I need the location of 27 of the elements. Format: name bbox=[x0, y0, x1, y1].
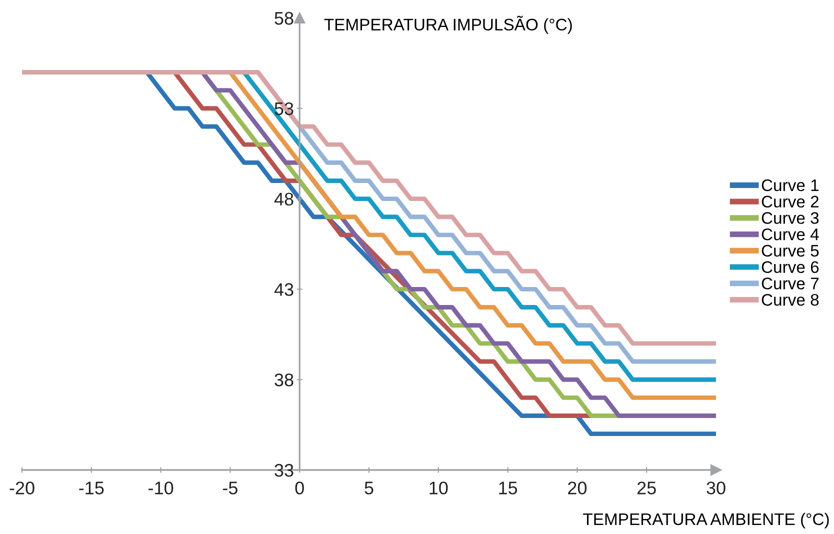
legend-label: Curve 8 bbox=[762, 294, 819, 306]
y-tick-label: 38 bbox=[274, 374, 294, 386]
x-tick-label: -15 bbox=[79, 482, 104, 494]
x-tick-label: 30 bbox=[706, 482, 726, 494]
legend-label: Curve 5 bbox=[762, 244, 819, 257]
legend-label: Curve 2 bbox=[762, 196, 819, 208]
x-tick-label: 25 bbox=[637, 482, 656, 494]
legend-label: Curve 3 bbox=[762, 212, 819, 224]
legend-label: Curve 7 bbox=[762, 278, 819, 290]
legend-label: Curve 1 bbox=[762, 179, 819, 192]
x-tick-label: 5 bbox=[364, 482, 374, 494]
x-axis-title: TEMPERATURA AMBIENTE (°C) bbox=[583, 512, 829, 528]
x-tick-label: 15 bbox=[499, 482, 518, 494]
legend-label: Curve 4 bbox=[762, 228, 819, 240]
y-tick-label: 43 bbox=[274, 283, 294, 296]
y-tick-label: 33 bbox=[274, 464, 294, 477]
x-tick-label: -5 bbox=[222, 482, 238, 494]
x-tick-label: -10 bbox=[148, 482, 174, 494]
y-tick-label: 53 bbox=[274, 102, 294, 116]
y-tick-label: 58 bbox=[274, 12, 294, 25]
y-tick-label: 48 bbox=[274, 192, 294, 206]
x-tick-label: -20 bbox=[10, 482, 34, 494]
x-tick-label: 0 bbox=[295, 482, 304, 494]
legend-label: Curve 6 bbox=[762, 261, 819, 274]
x-tick-label: 20 bbox=[568, 482, 587, 494]
y-axis-title: TEMPERATURA IMPULSÃO (°C) bbox=[324, 16, 572, 34]
x-tick-label: 10 bbox=[430, 482, 448, 494]
